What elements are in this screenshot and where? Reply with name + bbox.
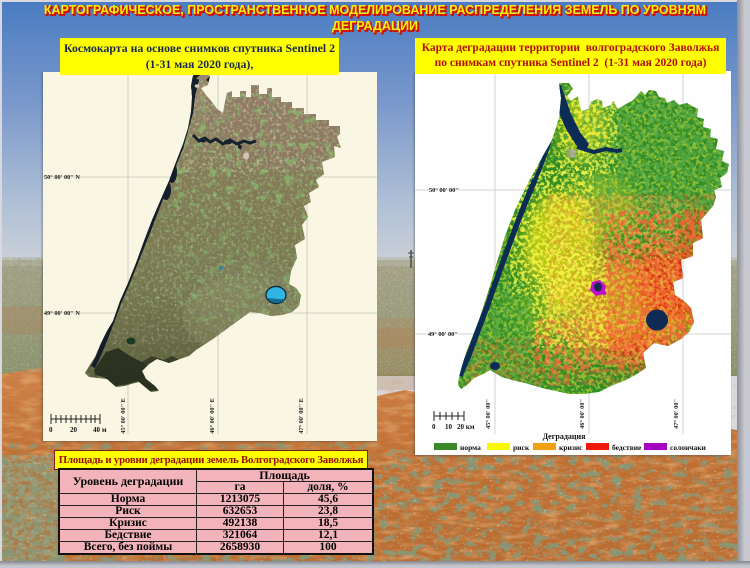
- svg-text:40 м: 40 м: [93, 426, 107, 434]
- svg-text:кризис: кризис: [559, 443, 583, 452]
- svg-text:0: 0: [49, 426, 53, 434]
- svg-text:46° 00' 00'' E: 46° 00' 00'' E: [209, 398, 216, 434]
- svg-text:риск: риск: [513, 443, 530, 452]
- svg-text:бедствие: бедствие: [612, 443, 642, 452]
- svg-text:49° 00' 00'': 49° 00' 00'': [428, 331, 458, 338]
- svg-text:50° 00' 00'': 50° 00' 00'': [429, 187, 459, 194]
- svg-text:47° 00' 00'' E: 47° 00' 00'' E: [298, 398, 305, 434]
- svg-text:45° 00' 00'' E: 45° 00' 00'' E: [120, 398, 127, 434]
- svg-text:46° 00' 00'': 46° 00' 00'': [579, 399, 586, 429]
- svg-text:10: 10: [445, 423, 453, 431]
- svg-text:49° 00' 00'' N: 49° 00' 00'' N: [44, 310, 80, 317]
- svg-text:47° 00' 00'': 47° 00' 00'': [673, 399, 680, 429]
- svg-text:0: 0: [432, 423, 436, 431]
- svg-text:20: 20: [70, 426, 78, 434]
- svg-text:20 км: 20 км: [457, 423, 475, 431]
- svg-text:Деградация: Деградация: [543, 432, 587, 441]
- svg-text:50° 00' 00'' N: 50° 00' 00'' N: [44, 174, 80, 181]
- svg-text:норма: норма: [460, 443, 481, 452]
- svg-text:45° 00' 00'': 45° 00' 00'': [485, 399, 492, 429]
- svg-text:солончаки: солончаки: [670, 443, 707, 452]
